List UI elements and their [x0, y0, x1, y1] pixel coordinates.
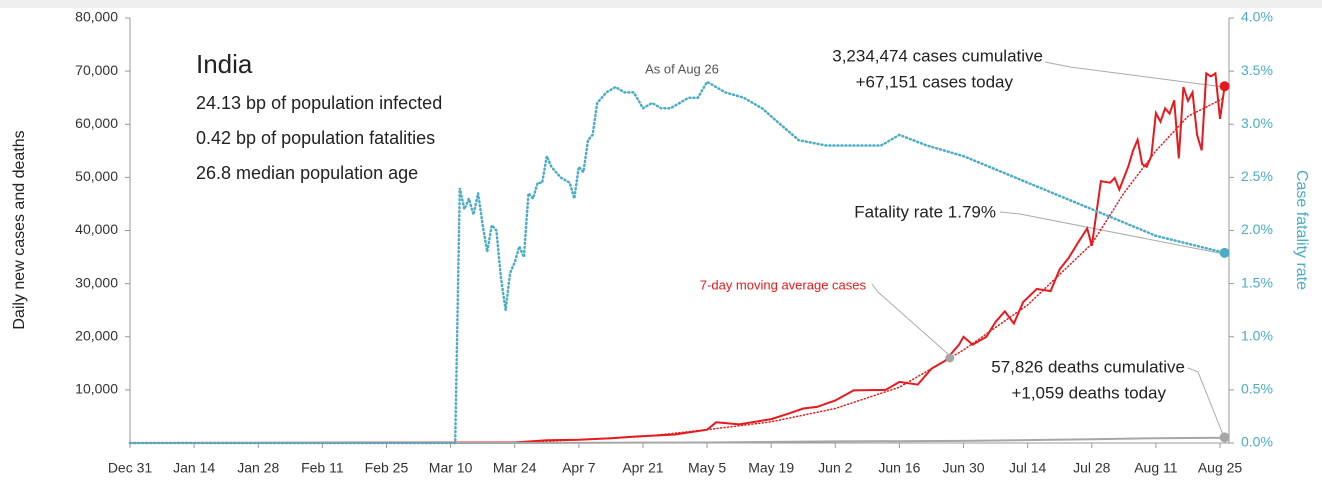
- x-tick-label: Jun 16: [878, 460, 920, 476]
- series-line: [513, 96, 1226, 444]
- x-tick-label: Jun 2: [818, 460, 852, 476]
- y-tick-label: 80,000: [75, 9, 118, 25]
- chart-title: India: [196, 49, 253, 79]
- label-dot: [945, 353, 955, 363]
- y-tick-label: 70,000: [75, 62, 118, 78]
- leader-line: [999, 211, 1225, 255]
- y2-tick-label: 4.0%: [1241, 9, 1273, 25]
- leader-line: [1187, 367, 1225, 438]
- end-dot: [1219, 81, 1230, 92]
- x-tick-label: Dec 31: [108, 460, 153, 476]
- series-line: [128, 80, 1226, 445]
- x-tick-label: Jul 28: [1073, 460, 1111, 476]
- x-tick-label: Aug 11: [1134, 460, 1178, 476]
- end-dot: [1219, 432, 1230, 443]
- annotation: 7-day moving average cases: [700, 277, 867, 292]
- subtitle: 0.42 bp of population fatalities: [196, 128, 435, 148]
- x-tick-label: Feb 11: [301, 460, 344, 476]
- y-tick-label: 20,000: [75, 327, 118, 343]
- y2-tick-label: 0.0%: [1241, 434, 1273, 450]
- y2-tick-label: 0.5%: [1241, 381, 1273, 397]
- end-dot: [1219, 247, 1230, 258]
- y-tick-label: 10,000: [75, 381, 118, 397]
- series-line: [129, 71, 1226, 444]
- y2-axis-label: Case fatality rate: [1293, 170, 1310, 290]
- annotation: +67,151 cases today: [856, 72, 1014, 91]
- leader-line: [871, 283, 949, 355]
- y2-tick-label: 2.5%: [1241, 168, 1273, 184]
- x-tick-label: Jul 14: [1009, 460, 1047, 476]
- annotation: 3,234,474 cases cumulative: [832, 46, 1043, 65]
- y2-tick-label: 1.5%: [1241, 274, 1273, 290]
- x-tick-label: Jan 14: [173, 460, 215, 476]
- x-tick-label: May 5: [688, 460, 726, 476]
- x-tick-label: Feb 25: [365, 460, 409, 476]
- y-tick-label: 50,000: [75, 168, 118, 184]
- x-tick-label: Apr 21: [622, 460, 663, 476]
- annotation: As of Aug 26: [645, 61, 719, 76]
- y-axis-label: Daily new cases and deaths: [11, 130, 28, 329]
- y-tick-label: 40,000: [75, 221, 118, 237]
- x-tick-label: May 19: [748, 460, 794, 476]
- y-tick-label: 60,000: [75, 115, 118, 131]
- subtitle: 24.13 bp of population infected: [196, 93, 442, 113]
- x-tick-label: Apr 7: [562, 460, 596, 476]
- x-tick-label: Jan 28: [237, 460, 279, 476]
- y2-tick-label: 3.5%: [1241, 62, 1273, 78]
- x-tick-label: Mar 24: [493, 460, 537, 476]
- subtitle: 26.8 median population age: [196, 163, 418, 183]
- leader-line: [1044, 61, 1225, 88]
- series-line: [130, 436, 1225, 444]
- y2-tick-label: 2.0%: [1241, 221, 1273, 237]
- y2-tick-label: 1.0%: [1241, 327, 1273, 343]
- x-tick-label: Aug 25: [1198, 460, 1243, 476]
- annotation: Fatality rate 1.79%: [854, 202, 996, 221]
- top-band: [0, 0, 1322, 8]
- y2-tick-label: 3.0%: [1241, 115, 1273, 131]
- x-tick-label: Jun 30: [943, 460, 985, 476]
- y-tick-label: 30,000: [75, 274, 118, 290]
- annotation: 57,826 deaths cumulative: [991, 357, 1185, 376]
- annotation: +1,059 deaths today: [1011, 383, 1166, 402]
- x-tick-label: Mar 10: [429, 460, 473, 476]
